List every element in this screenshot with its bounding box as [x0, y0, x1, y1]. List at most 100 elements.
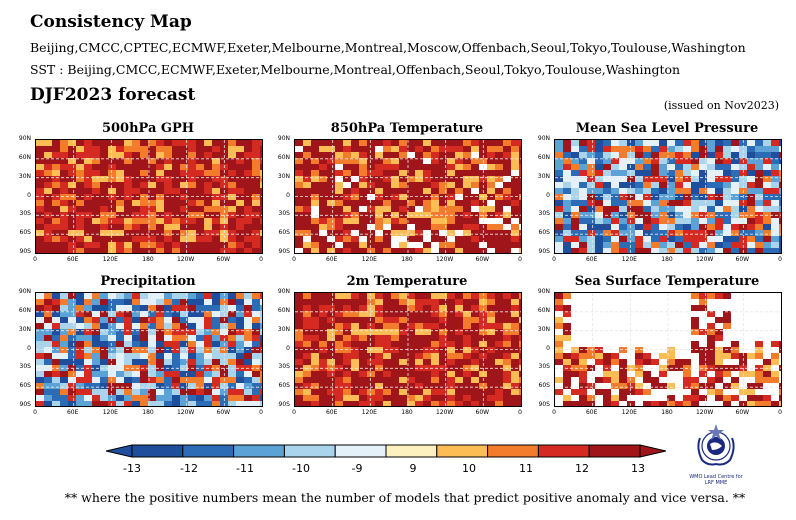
colorbar-bin: [283, 444, 336, 458]
colorbar-bin: [131, 444, 184, 458]
lon-tick-label: 120E: [621, 409, 637, 416]
lon-tick-label: 0: [518, 256, 522, 263]
colorbar-tick-label: -9: [351, 462, 363, 475]
lat-tick-label: 90N: [537, 288, 550, 295]
lat-tick-label: 60S: [538, 229, 550, 237]
map-panel: [554, 292, 782, 407]
lat-tick-label: 30S: [278, 363, 290, 371]
map-panel: [294, 139, 522, 254]
lon-tick-label: 60E: [66, 409, 79, 416]
lat-tick-label: 60S: [19, 382, 31, 390]
lon-tick-label: 120E: [102, 409, 118, 416]
lon-tick-label: 120E: [102, 256, 118, 263]
lat-tick-label: 30S: [538, 363, 550, 371]
lon-tick-label: 120W: [176, 409, 195, 416]
lon-tick-label: 180: [401, 256, 413, 263]
colorbar-tick-label: 12: [575, 462, 589, 475]
lat-tick-label: 90S: [278, 401, 290, 408]
lat-tick-label: 90S: [278, 248, 290, 255]
lat-tick-label: 0: [286, 344, 290, 352]
lon-tick-label: 60E: [66, 256, 79, 263]
lon-tick-label: 0: [259, 256, 263, 263]
colorbar-tick-label: 11: [519, 462, 533, 475]
lat-tick-label: 30S: [538, 210, 550, 218]
footnote: ** where the positive numbers mean the n…: [64, 490, 746, 505]
lon-tick-label: 60W: [216, 256, 231, 263]
lat-tick-label: 60N: [18, 306, 31, 314]
lon-tick-label: 120W: [695, 409, 714, 416]
lat-tick-label: 60N: [277, 306, 290, 314]
colorbar-min-extension: [106, 444, 133, 458]
panel-title: Mean Sea Level Pressure: [575, 121, 759, 136]
lat-tick-label: 90N: [18, 135, 31, 142]
lon-tick-label: 120E: [361, 409, 377, 416]
lon-tick-label: 120W: [695, 256, 714, 263]
lon-tick-label: 180: [661, 409, 673, 416]
map-title: Consistency Map: [30, 12, 192, 32]
lat-tick-label: 30S: [19, 210, 31, 218]
lon-tick-label: 0: [778, 409, 782, 416]
panel-title: Precipitation: [100, 274, 196, 289]
lat-tick-label: 90N: [537, 135, 550, 142]
colorbar-bin: [385, 444, 438, 458]
lon-tick-label: 60W: [475, 409, 490, 416]
issued-date: (issued on Nov2023): [663, 99, 779, 112]
colorbar-tick-label: 10: [462, 462, 476, 475]
colorbar-bin: [588, 444, 641, 458]
lat-tick-label: 30N: [18, 325, 31, 333]
colorbar-tick-label: -10: [292, 462, 310, 475]
lat-tick-label: 90N: [277, 135, 290, 142]
lon-tick-label: 60W: [216, 409, 231, 416]
colorbar-bin: [233, 444, 285, 458]
lat-tick-label: 60N: [537, 153, 550, 161]
sst-model-list: SST : Beijing,CMCC,ECMWF,Exeter,Melbourn…: [30, 62, 681, 77]
colorbar-tick-label: 9: [409, 462, 417, 475]
wmo-logo: WMO Lead Centre for LRF MME: [688, 420, 744, 490]
lon-tick-label: 0: [518, 409, 522, 416]
colorbar-bin: [334, 444, 387, 458]
panel-title: 500hPa GPH: [101, 121, 195, 136]
lon-tick-label: 60E: [585, 256, 598, 263]
lon-tick-label: 120W: [435, 256, 454, 263]
lon-tick-label: 120W: [435, 409, 454, 416]
colorbar-bin: [487, 444, 539, 458]
colorbar-tick-label: -12: [180, 462, 198, 475]
logo-caption-2: LRF MME: [704, 480, 728, 486]
lon-tick-label: 60W: [735, 256, 750, 263]
lat-tick-label: 0: [286, 191, 290, 199]
forecast-period: DJF2023 forecast: [30, 85, 196, 105]
colorbar-max-extension: [639, 444, 666, 458]
map-panel: [294, 292, 522, 407]
lat-tick-label: 30N: [537, 325, 550, 333]
lat-tick-label: 90S: [19, 401, 31, 408]
lon-tick-label: 60W: [735, 409, 750, 416]
lat-tick-label: 30S: [278, 210, 290, 218]
lat-tick-label: 60N: [18, 153, 31, 161]
lon-tick-label: 120E: [621, 256, 637, 263]
lon-tick-label: 0: [259, 409, 263, 416]
lon-tick-label: 0: [778, 256, 782, 263]
lat-tick-label: 0: [27, 191, 31, 199]
lat-tick-label: 60S: [538, 382, 550, 390]
colorbar-tick-label: 13: [631, 462, 645, 475]
lon-tick-label: 0: [33, 409, 37, 416]
lon-tick-label: 0: [292, 256, 296, 263]
colorbar-bin: [436, 444, 489, 458]
map-panel: [35, 139, 263, 254]
lon-tick-label: 0: [33, 256, 37, 263]
lon-tick-label: 0: [552, 409, 556, 416]
lat-tick-label: 30S: [19, 363, 31, 371]
lat-tick-label: 60N: [277, 153, 290, 161]
lon-tick-label: 0: [292, 409, 296, 416]
lat-tick-label: 30N: [18, 172, 31, 180]
lon-tick-label: 0: [552, 256, 556, 263]
wmo-emblem-icon: [697, 424, 735, 466]
panel-title: 2m Temperature: [346, 274, 468, 289]
colorbar-tick-label: -11: [236, 462, 254, 475]
lat-tick-label: 0: [546, 191, 550, 199]
logo-caption-1: WMO Lead Centre for: [689, 474, 743, 480]
lon-tick-label: 180: [401, 409, 413, 416]
colorbar-tick-label: -13: [123, 462, 141, 475]
map-panel: [35, 292, 263, 407]
lat-tick-label: 90N: [18, 288, 31, 295]
